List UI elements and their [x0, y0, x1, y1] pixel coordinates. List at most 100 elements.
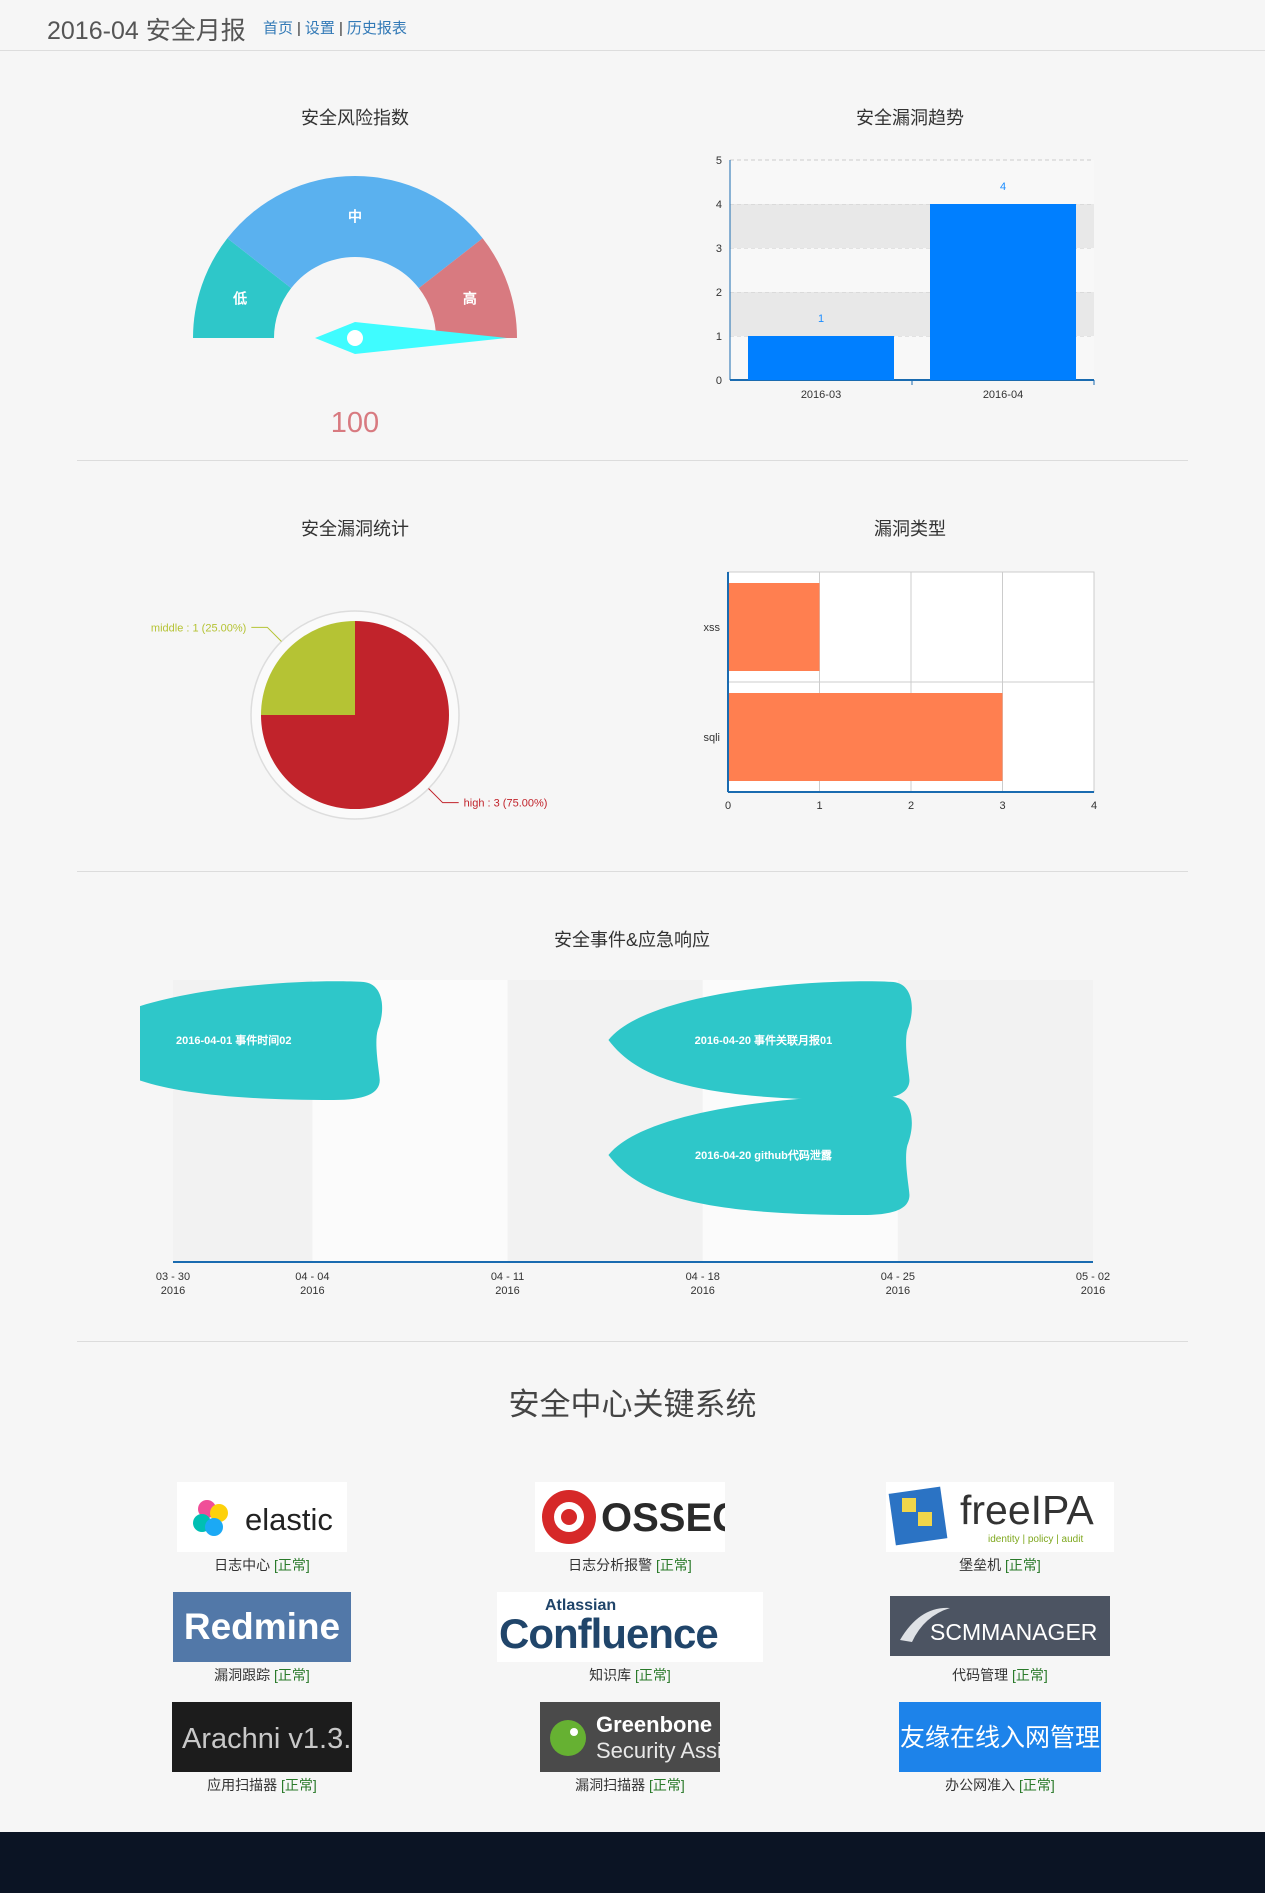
timeline-tick-label: 05 - 02	[1076, 1271, 1110, 1283]
event-label: 2016-04-20 github代码泄露	[695, 1148, 833, 1162]
system-name: 代码管理	[952, 1667, 1009, 1683]
arachni-logo: Arachni v1.3.	[172, 1702, 352, 1772]
x-tick-label: 1	[816, 800, 822, 812]
timeline-tick-year: 2016	[300, 1285, 324, 1297]
system-card-nac[interactable]: 友缘在线入网管理 办公网准入 [正常]	[850, 1702, 1150, 1795]
timeline-tick-label: 04 - 04	[295, 1271, 329, 1283]
gauge-arcs: 低 中高	[193, 176, 517, 354]
event-bubble	[608, 1096, 912, 1215]
y-tick-label: 3	[716, 243, 722, 255]
event-label: 2016-04-20 事件关联月报01	[695, 1033, 833, 1047]
pie-label: high : 3 (75.00%)	[464, 798, 548, 810]
divider	[77, 1341, 1188, 1342]
y-tick-label: xss	[704, 622, 721, 634]
divider	[77, 871, 1188, 872]
scmmanager-logo: SCMMANAGER	[890, 1596, 1110, 1656]
y-tick-label: sqli	[703, 732, 720, 744]
y-tick-label: 4	[716, 199, 722, 211]
system-status: [正常]	[1019, 1777, 1055, 1793]
vuln-type-chart: 0 1 2 3 4 xss sqli	[703, 571, 1097, 812]
system-card-confluence[interactable]: Atlassian Confluence 知识库 [正常]	[480, 1592, 780, 1685]
x-tick-label: 2	[908, 800, 914, 812]
system-status: [正常]	[635, 1667, 671, 1683]
timeline-tick-year: 2016	[886, 1285, 910, 1297]
timeline-tick-label: 03 - 30	[156, 1271, 190, 1283]
svg-text:Redmine: Redmine	[184, 1606, 340, 1647]
vuln-stats-pie: high : 3 (75.00%) middle : 1 (25.00%)	[151, 610, 548, 820]
pie-slice-middle	[261, 621, 355, 715]
nav-settings-link[interactable]: 设置	[304, 20, 335, 37]
elastic-logo: elastic	[177, 1482, 347, 1552]
gauge-value-label: 100	[331, 407, 379, 439]
system-card-elastic[interactable]: elastic 日志中心 [正常]	[112, 1482, 412, 1575]
systems-title: 安全中心关键系统	[508, 1387, 757, 1422]
system-name: 办公网准入	[945, 1777, 1016, 1793]
svg-text:Security Assis: Security Assis	[596, 1738, 720, 1763]
nav-separator: |	[297, 20, 301, 37]
timeline-tick-label: 04 - 25	[881, 1271, 915, 1283]
svg-text:Greenbone: Greenbone	[596, 1712, 712, 1737]
svg-text:友缘在线入网管理: 友缘在线入网管理	[900, 1724, 1100, 1752]
system-status: [正常]	[656, 1557, 692, 1573]
greenbone-logo: Greenbone Security Assis	[540, 1702, 720, 1772]
system-status: [正常]	[274, 1667, 310, 1683]
gauge-band-label: 低	[232, 290, 247, 306]
system-status: [正常]	[274, 1557, 310, 1573]
bar	[728, 583, 820, 671]
event-label: 2016-04-01 事件时间02	[176, 1033, 292, 1047]
pie-leader-line	[428, 788, 459, 804]
y-tick-label: 1	[716, 331, 722, 343]
y-tick-label: 0	[716, 375, 722, 387]
system-card-redmine[interactable]: Redmine 漏洞跟踪 [正常]	[112, 1592, 412, 1685]
event-timeline: 03 - 30 2016 04 - 04 2016 04 - 11 2016 04 - 18…	[140, 980, 1110, 1297]
gauge-band-low	[193, 238, 292, 338]
timeline-band	[897, 980, 1093, 1262]
top-navbar: 2016-04 安全月报 首页 | 设置 | 历史报表	[0, 0, 1265, 51]
system-status: [正常]	[1005, 1557, 1041, 1573]
nav-history-link[interactable]: 历史报表	[346, 20, 407, 37]
x-tick-label: 2016-03	[801, 389, 841, 401]
system-name: 日志中心	[214, 1557, 271, 1573]
svg-text:Arachni v1.3.: Arachni v1.3.	[182, 1723, 351, 1755]
events-title: 安全事件&应急响应	[553, 930, 710, 950]
page-footer	[0, 1832, 1265, 1893]
svg-text:OSSEC: OSSEC	[601, 1496, 725, 1540]
nav-home-link[interactable]: 首页	[263, 20, 294, 37]
ossec-logo: OSSEC	[535, 1482, 725, 1552]
svg-text:Atlassian: Atlassian	[545, 1597, 616, 1614]
system-card-greenbone[interactable]: Greenbone Security Assis 漏洞扫描器 [正常]	[480, 1702, 780, 1795]
svg-text:elastic: elastic	[245, 1502, 333, 1537]
gauge-pointer	[315, 322, 507, 354]
nav-separator: |	[338, 20, 343, 37]
gauge-band-label: 中	[348, 209, 362, 225]
timeline-tick-year: 2016	[1081, 1285, 1105, 1297]
redmine-logo: Redmine	[173, 1592, 351, 1662]
system-card-arachni[interactable]: Arachni v1.3. 应用扫描器 [正常]	[112, 1702, 412, 1795]
stats-title: 安全漏洞统计	[301, 519, 409, 539]
gauge-band-high	[418, 238, 517, 338]
gauge-band-label: 高	[463, 290, 477, 306]
timeline-tick-year: 2016	[690, 1285, 714, 1297]
system-name: 应用扫描器	[207, 1777, 278, 1793]
event-bubble	[140, 981, 383, 1100]
svg-text:SCMMANAGER: SCMMANAGER	[930, 1619, 1097, 1645]
trend-title: 安全漏洞趋势	[856, 108, 964, 128]
grid-band	[730, 160, 1094, 204]
svg-text:Confluence: Confluence	[499, 1610, 718, 1657]
system-card-ossec[interactable]: OSSEC 日志分析报警 [正常]	[480, 1482, 780, 1575]
bar	[748, 336, 894, 380]
risk-gauge: 低 中高 100	[193, 176, 517, 439]
system-card-freeipa[interactable]: freeIPA identity | policy | audit 堡垒机 [正…	[850, 1482, 1150, 1575]
bar-value-label: 4	[1000, 181, 1006, 193]
bar-value-label: 1	[818, 313, 824, 325]
system-card-scmmanager[interactable]: SCMMANAGER 代码管理 [正常]	[850, 1592, 1150, 1685]
timeline-tick-year: 2016	[161, 1285, 185, 1297]
page-title: 2016-04 安全月报	[47, 17, 246, 45]
bar	[930, 204, 1076, 380]
bar	[728, 693, 1003, 781]
system-status: [正常]	[1012, 1667, 1048, 1683]
types-title: 漏洞类型	[874, 519, 946, 539]
timeline-tick-label: 04 - 11	[491, 1271, 524, 1283]
system-name: 日志分析报警	[568, 1557, 653, 1573]
pie-leader-line	[251, 626, 282, 642]
